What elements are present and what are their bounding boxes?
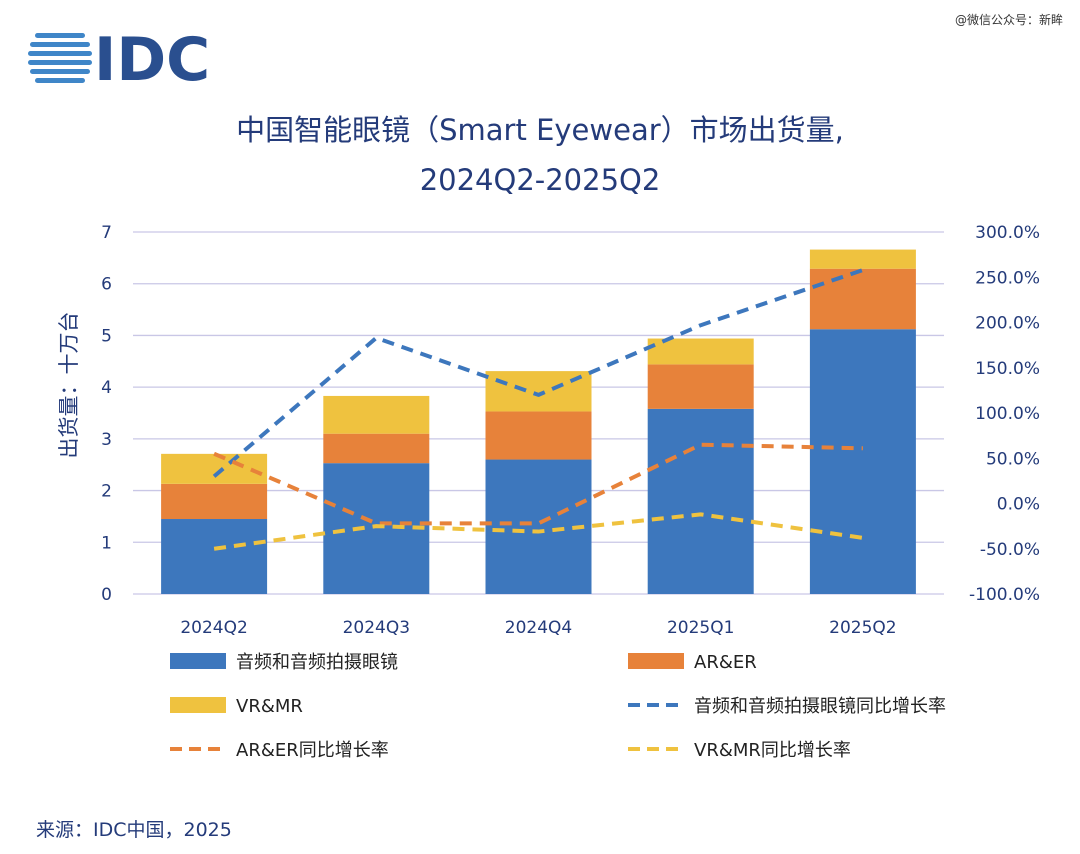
y2-tick-label: 150.0%	[975, 359, 1040, 379]
y2-tick-label: 200.0%	[975, 314, 1040, 334]
y-tick-label: 6	[101, 275, 112, 295]
y2-tick-label: -100.0%	[969, 585, 1040, 605]
legend-swatch-ar	[628, 653, 684, 669]
bar-ar-2024Q2	[161, 483, 268, 520]
chart-title-line1: 中国智能眼镜（Smart Eyewear）市场出货量,	[236, 113, 844, 147]
x-tick-label: 2024Q4	[505, 618, 572, 638]
axis-labels: 0 1 2 3 4 5 6 7 -100.0% -50.0% 0.0% 50.0% 100.0% 150.…	[101, 223, 1040, 638]
logo-text: IDC	[94, 25, 210, 95]
bar-vr-2024Q2	[161, 453, 268, 484]
legend-item-vr: VR&MR	[170, 696, 303, 717]
x-tick-label: 2024Q2	[180, 618, 247, 638]
legend-item-audio: 音频和音频拍摄眼镜	[170, 652, 398, 673]
legend-label-vr: VR&MR	[236, 696, 303, 717]
bar-vr-2025Q1	[647, 338, 754, 365]
legend-label-audio: 音频和音频拍摄眼镜	[236, 652, 398, 673]
legend: 音频和音频拍摄眼镜 AR&ER VR&MR 音频和音频拍摄眼镜同比增长率 AR&…	[170, 652, 946, 761]
source-note: 来源：IDC中国，2025	[36, 819, 232, 841]
bar-ar-2024Q4	[485, 411, 592, 460]
bar-audio-2024Q3	[323, 463, 430, 594]
legend-swatch-audio	[170, 653, 226, 669]
legend-item-audio-growth: 音频和音频拍摄眼镜同比增长率	[628, 696, 946, 717]
y-tick-label: 3	[101, 430, 112, 450]
y-tick-label: 5	[101, 326, 112, 346]
bar-ar-2025Q1	[647, 364, 754, 409]
legend-label-vr-growth: VR&MR同比增长率	[694, 740, 851, 761]
x-tick-label: 2024Q3	[343, 618, 410, 638]
bars-layer	[161, 249, 916, 594]
legend-label-ar: AR&ER	[694, 652, 757, 673]
legend-swatch-vr	[170, 697, 226, 713]
y-tick-label: 2	[101, 482, 112, 502]
bar-ar-2024Q3	[323, 433, 430, 464]
y2-tick-label: 300.0%	[975, 223, 1040, 243]
lines-layer	[212, 268, 864, 551]
y2-tick-label: 100.0%	[975, 404, 1040, 424]
bar-audio-2024Q2	[161, 519, 268, 594]
line-vr-growth	[213, 512, 864, 551]
chart-title-line2: 2024Q2-2025Q2	[420, 163, 661, 197]
bar-vr-2025Q2	[809, 249, 916, 269]
y-tick-label: 4	[101, 378, 112, 398]
legend-item-ar-growth: AR&ER同比增长率	[170, 740, 389, 761]
y-tick-label: 0	[101, 585, 112, 605]
bar-ar-2025Q2	[809, 268, 916, 330]
legend-label-audio-growth: 音频和音频拍摄眼镜同比增长率	[694, 696, 946, 717]
y-tick-label: 7	[101, 223, 112, 243]
idc-logo: IDC	[28, 25, 210, 95]
x-tick-label: 2025Q2	[829, 618, 896, 638]
legend-item-vr-growth: VR&MR同比增长率	[628, 740, 851, 761]
line-audio-growth	[212, 268, 864, 478]
bar-audio-2025Q2	[809, 329, 916, 594]
bar-vr-2024Q3	[323, 395, 430, 434]
watermark: @微信公众号：新眸	[955, 12, 1063, 27]
legend-label-ar-growth: AR&ER同比增长率	[236, 740, 389, 761]
y2-tick-label: -50.0%	[980, 540, 1040, 560]
y2-tick-label: 250.0%	[975, 268, 1040, 288]
y-axis-label: 出货量：十万台	[57, 312, 81, 459]
logo-globe-icon	[28, 33, 92, 83]
x-tick-label: 2025Q1	[667, 618, 734, 638]
y-tick-label: 1	[101, 533, 112, 553]
y2-tick-label: 50.0%	[986, 449, 1040, 469]
bar-audio-2025Q1	[647, 408, 754, 594]
y2-tick-label: 0.0%	[997, 495, 1040, 515]
legend-item-ar: AR&ER	[628, 652, 757, 673]
